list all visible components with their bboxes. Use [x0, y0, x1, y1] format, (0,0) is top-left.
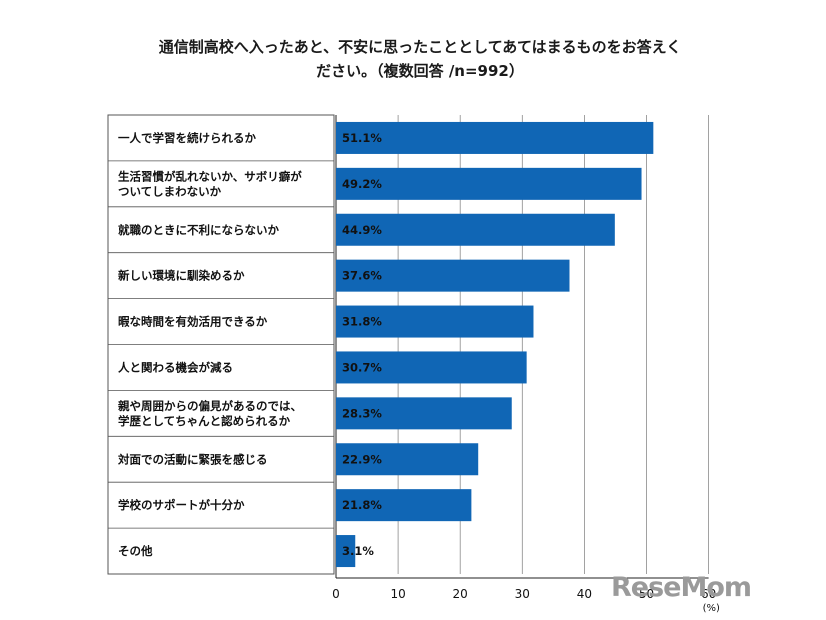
data-label: 44.9%	[342, 223, 382, 237]
x-tick-label: 20	[453, 587, 468, 601]
bar	[336, 351, 527, 384]
bar	[336, 489, 472, 522]
chart-title-line2: ださい。（複数回答 /n=992）	[316, 62, 524, 80]
x-unit-label: (%)	[703, 603, 720, 614]
resemom-logo: ReseMom	[611, 572, 752, 603]
x-tick-label: 40	[577, 587, 592, 601]
data-label: 30.7%	[342, 360, 382, 374]
data-label: 3.1%	[342, 544, 374, 558]
category-label: 就職のときに不利にならないか	[118, 223, 279, 237]
category-label: 生活習慣が乱れないか、サボリ癖がついてしまわないか	[118, 169, 302, 198]
bar	[336, 121, 654, 154]
bar	[336, 443, 479, 476]
data-label: 37.6%	[342, 269, 382, 283]
bar	[336, 259, 570, 292]
category-label: 新しい環境に馴染めるか	[118, 269, 245, 283]
chart-title-line1: 通信制高校へ入ったあと、不安に思ったこととしてあてはまるものをお答えく	[158, 38, 682, 56]
x-tick-label: 10	[390, 587, 405, 601]
data-label: 28.3%	[342, 406, 382, 420]
bar	[336, 167, 642, 200]
category-label: 対面での活動に緊張を感じる	[117, 452, 268, 466]
data-label: 49.2%	[342, 177, 382, 191]
category-label: 学校のサポートが十分か	[118, 498, 245, 512]
data-label: 22.9%	[342, 452, 382, 466]
x-tick-label: 0	[332, 587, 340, 601]
bar	[336, 397, 512, 430]
data-label: 31.8%	[342, 315, 382, 329]
bar	[336, 535, 356, 568]
category-label: 親や周囲からの偏見があるのでは、学歴としてちゃんと認められるか	[118, 399, 302, 428]
category-label: 人と関わる機会が減る	[118, 360, 233, 374]
category-label: その他	[118, 544, 153, 558]
data-label: 51.1%	[342, 131, 382, 145]
bar	[336, 213, 615, 246]
x-tick-label: 60	[701, 587, 716, 601]
category-label: 一人で学習を続けられるか	[118, 131, 256, 145]
data-label: 21.8%	[342, 498, 382, 512]
bar	[336, 305, 534, 338]
category-label: 暇な時間を有効活用できるか	[118, 315, 268, 329]
x-tick-label: 50	[639, 587, 654, 601]
x-tick-label: 30	[515, 587, 530, 601]
